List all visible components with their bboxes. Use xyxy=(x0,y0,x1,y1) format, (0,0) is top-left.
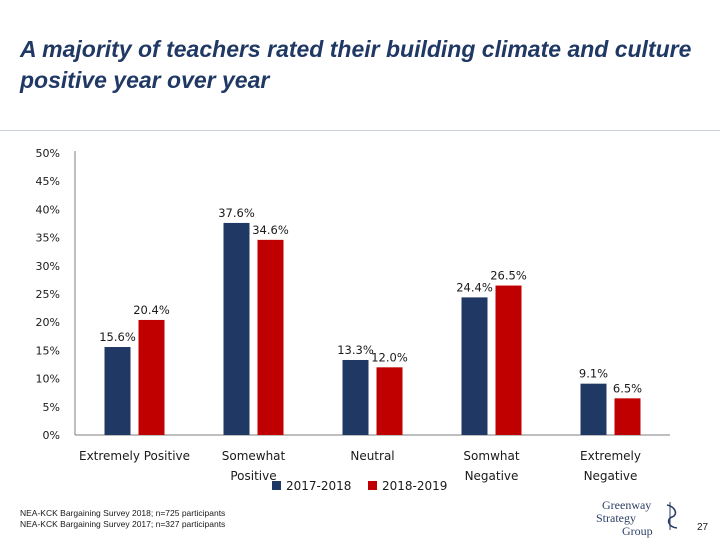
y-tick-label: 10% xyxy=(36,373,60,386)
x-tick-label: Positive xyxy=(230,469,276,483)
data-label: 13.3% xyxy=(337,343,374,357)
bar xyxy=(495,285,522,435)
source-line: NEA-KCK Bargaining Survey 2017; n=327 pa… xyxy=(20,519,226,529)
data-label: 26.5% xyxy=(490,269,527,283)
data-label: 24.4% xyxy=(456,280,493,294)
bar xyxy=(342,359,369,435)
logo-text: Greenway xyxy=(602,498,652,512)
title-divider xyxy=(0,130,720,131)
bar xyxy=(580,383,607,435)
data-label: 34.6% xyxy=(252,223,289,237)
y-tick-label: 45% xyxy=(36,175,60,188)
y-tick-label: 15% xyxy=(36,344,60,357)
source-line: NEA-KCK Bargaining Survey 2018; n=725 pa… xyxy=(20,508,226,518)
data-label: 6.5% xyxy=(613,381,642,395)
y-tick-label: 25% xyxy=(36,288,60,301)
y-tick-label: 5% xyxy=(43,401,60,414)
logo-text: Strategy xyxy=(596,511,636,525)
logo-text: Group xyxy=(622,524,653,538)
page-number: 27 xyxy=(697,522,709,533)
x-tick-label: Somewhat xyxy=(222,449,286,463)
x-tick-label: Somwhat xyxy=(463,449,519,463)
y-tick-label: 20% xyxy=(36,316,60,329)
y-tick-label: 35% xyxy=(36,232,60,245)
data-label: 9.1% xyxy=(579,367,608,381)
source-note: NEA-KCK Bargaining Survey 2018; n=725 pa… xyxy=(20,508,225,530)
x-tick-label: Extremely Positive xyxy=(79,449,190,463)
company-logo: Greenway Strategy Group xyxy=(592,497,682,539)
bar xyxy=(223,222,250,435)
y-tick-label: 30% xyxy=(36,260,60,273)
bar xyxy=(104,347,131,435)
bar-chart: 0% 5% 10% 15% 20% 25% 30% 35% 40% 45% 50% 15.6% 20.4… xyxy=(36,147,670,493)
bar xyxy=(461,297,488,435)
y-tick-label: 40% xyxy=(36,203,60,216)
bar xyxy=(614,398,641,435)
data-label: 37.6% xyxy=(218,206,255,220)
y-tick-label: 0% xyxy=(43,429,60,442)
x-tick-label: Extremely xyxy=(580,449,641,463)
bar xyxy=(138,319,165,435)
data-label: 12.0% xyxy=(371,350,408,364)
x-tick-label: Negative xyxy=(465,469,519,483)
logo-mark-icon xyxy=(666,502,678,530)
x-tick-label: Neutral xyxy=(350,449,394,463)
data-label: 20.4% xyxy=(133,303,170,317)
legend-label: 2018-2019 xyxy=(382,479,447,493)
bar xyxy=(376,367,403,435)
y-tick-label: 50% xyxy=(36,147,60,160)
bar xyxy=(257,239,284,435)
legend-swatch xyxy=(368,481,377,490)
x-tick-label: Negative xyxy=(584,469,638,483)
data-label: 15.6% xyxy=(99,330,136,344)
legend-swatch xyxy=(272,481,281,490)
legend-label: 2017-2018 xyxy=(286,479,351,493)
slide-title: A majority of teachers rated their build… xyxy=(20,36,692,93)
